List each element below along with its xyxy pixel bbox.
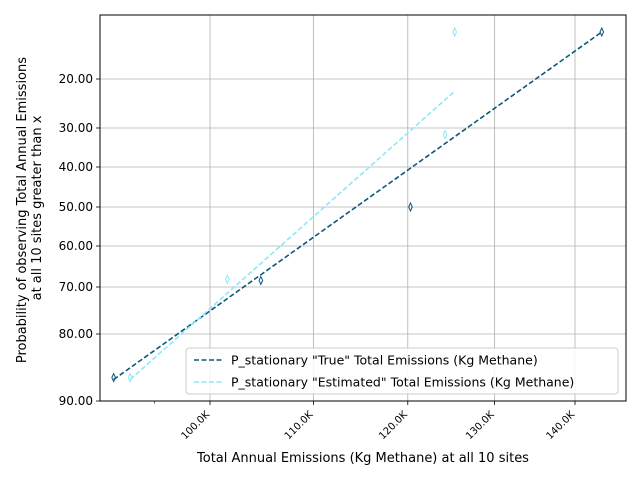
x-tick-label: 100.0K bbox=[179, 409, 212, 442]
y-tick-label: 60.00 bbox=[59, 239, 93, 253]
x-tick-label: 130.0K bbox=[464, 409, 497, 442]
series-1-point bbox=[599, 26, 605, 38]
y-tick-label: 50.00 bbox=[59, 200, 93, 214]
y-axis-label: Probability of observing Total Annual Em… bbox=[15, 53, 45, 363]
series-2-fit-line bbox=[129, 90, 456, 381]
series-2 bbox=[127, 26, 458, 383]
y-tick-label: 20.00 bbox=[59, 72, 93, 86]
series-layer bbox=[111, 26, 605, 383]
x-tick-label: 120.0K bbox=[377, 409, 410, 442]
y-axis-label-line-2: at all 10 sites greater than x bbox=[30, 115, 45, 300]
series-2-point bbox=[127, 372, 133, 383]
legend: P_stationary "True" Total Emissions (Kg … bbox=[185, 347, 619, 395]
y-tick-label: 80.00 bbox=[59, 327, 93, 341]
series-1-fit-line bbox=[113, 31, 603, 381]
legend-entry-1: P_stationary "True" Total Emissions (Kg … bbox=[231, 353, 538, 368]
series-2-point bbox=[224, 273, 230, 285]
y-tick-label: 30.00 bbox=[59, 121, 93, 135]
series-1-point bbox=[408, 201, 413, 213]
series-2-point bbox=[452, 26, 458, 38]
series-1-point bbox=[111, 372, 116, 383]
plot-frame bbox=[99, 14, 627, 402]
y-axis-label-line-1: Probability of observing Total Annual Em… bbox=[15, 57, 30, 363]
x-tick-label: 110.0K bbox=[283, 409, 316, 442]
y-tick-label: 70.00 bbox=[59, 280, 93, 294]
legend-box bbox=[185, 347, 619, 395]
x-tick-label: 140.0K bbox=[544, 409, 577, 442]
legend-entry-2: P_stationary "Estimated" Total Emissions… bbox=[231, 375, 574, 390]
series-2-point bbox=[442, 129, 448, 140]
series-1 bbox=[111, 26, 605, 383]
x-axis-label: Total Annual Emissions (Kg Methane) at a… bbox=[196, 451, 529, 466]
y-tick-label: 40.00 bbox=[59, 160, 93, 174]
series-1-point bbox=[258, 275, 264, 286]
grid bbox=[100, 15, 626, 402]
y-tick-label: 90.00 bbox=[59, 394, 93, 408]
